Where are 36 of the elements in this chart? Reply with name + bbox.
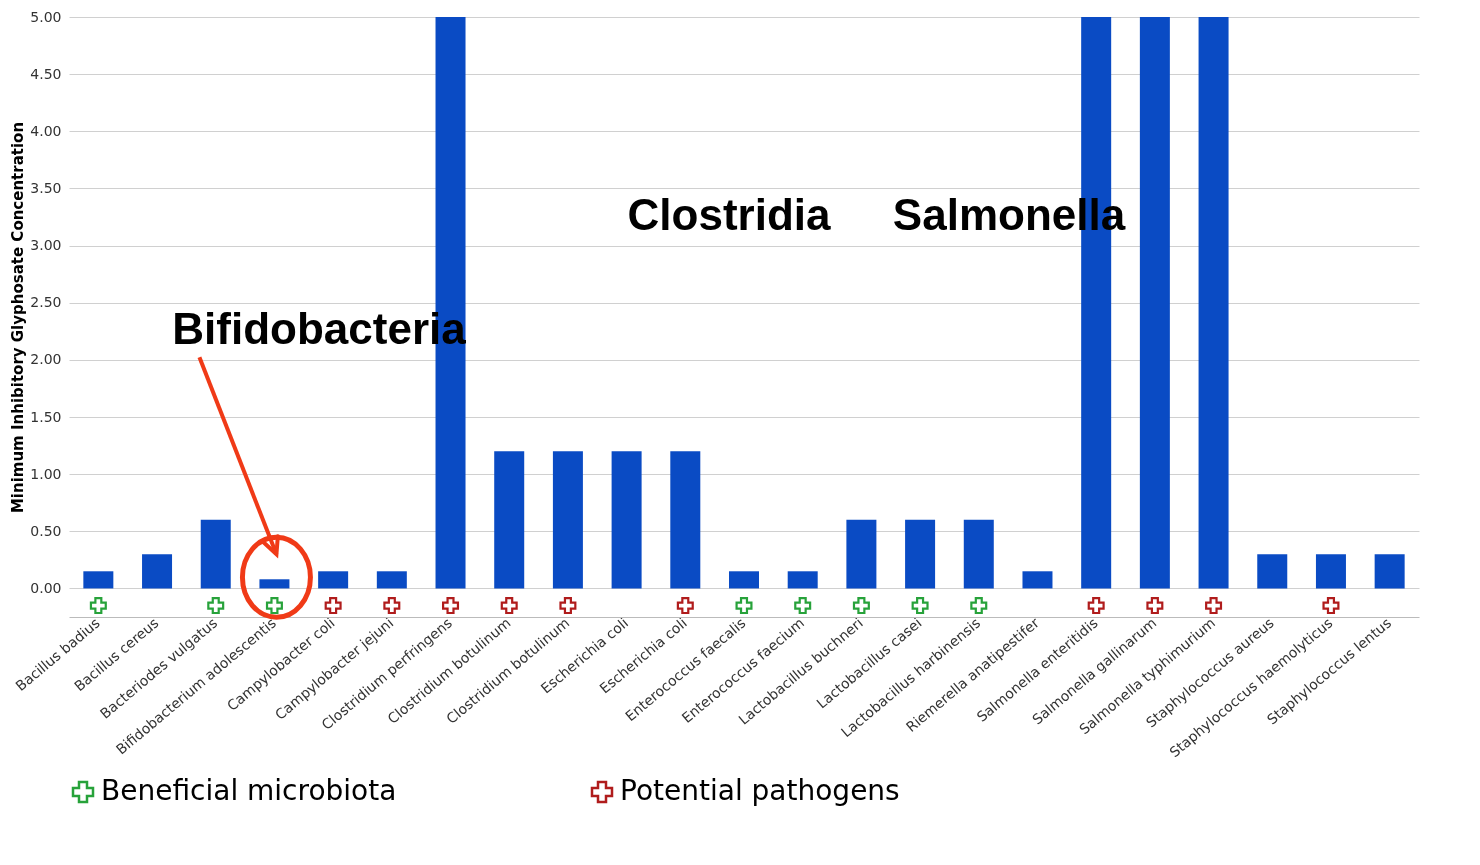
y-tick-label: 0.50: [30, 522, 62, 539]
y-tick-label: 3.50: [30, 179, 62, 196]
bar: [963, 519, 994, 589]
y-tick-label: 0.00: [30, 579, 62, 596]
bar: [729, 571, 759, 589]
bar: [552, 451, 583, 589]
bar: [1315, 554, 1346, 589]
y-axis-title: Minimum Inhibitory Glyphosate Concentration: [9, 121, 28, 514]
y-tick-label: 1.00: [30, 465, 62, 482]
bar: [611, 451, 642, 589]
annotation: Clostridia: [627, 190, 831, 239]
bar: [787, 571, 818, 589]
bar: [846, 519, 877, 589]
bar: [200, 519, 231, 589]
legend-label: Potential pathogens: [620, 774, 900, 807]
bar: [1374, 554, 1405, 589]
bar: [318, 571, 349, 589]
bar: [905, 519, 936, 589]
bar: [83, 571, 114, 589]
y-tick-label: 3.00: [30, 237, 62, 254]
bar: [142, 554, 173, 589]
bar: [494, 451, 525, 589]
y-tick-label: 2.00: [30, 351, 62, 368]
bar: [376, 571, 407, 589]
y-tick-label: 1.50: [30, 408, 62, 425]
y-tick-label: 4.00: [30, 122, 62, 139]
y-tick-label: 2.50: [30, 294, 62, 311]
bar: [1022, 571, 1053, 589]
bar: [1198, 17, 1229, 589]
bar: [670, 451, 701, 589]
y-tick-label: 4.50: [30, 65, 62, 82]
legend-label: Beneficial microbiota: [101, 774, 397, 807]
bar: [259, 579, 290, 589]
y-tick-label: 5.00: [30, 8, 62, 25]
bar: [1257, 554, 1288, 589]
bar: [1139, 17, 1170, 589]
